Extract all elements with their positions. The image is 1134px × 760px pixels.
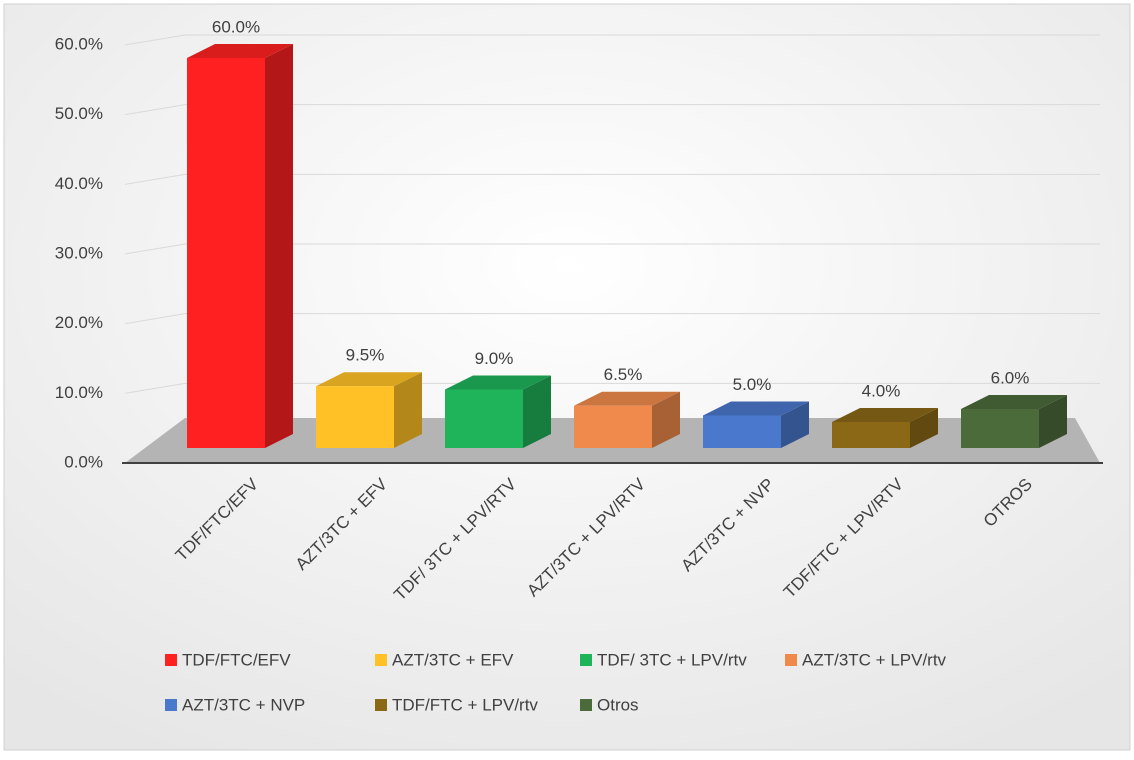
y-tick-label: 60.0% — [55, 34, 103, 53]
data-label: 4.0% — [862, 381, 901, 400]
bar-side — [1039, 395, 1067, 448]
grid-line — [124, 243, 1100, 255]
legend-label: TDF/FTC + LPV/rtv — [392, 695, 538, 714]
bar-front — [187, 58, 265, 448]
bar — [832, 408, 938, 448]
legend-label: AZT/3TC + EFV — [392, 650, 514, 669]
legend-swatch — [580, 654, 592, 666]
legend-swatch — [580, 699, 592, 711]
y-tick-label: 10.0% — [55, 383, 103, 402]
bar-front — [703, 415, 781, 448]
bar-side — [781, 401, 809, 448]
y-tick-label: 40.0% — [55, 174, 103, 193]
legend-swatch — [165, 654, 177, 666]
bar-side — [910, 408, 938, 448]
bar-front — [574, 405, 652, 448]
data-label: 9.5% — [346, 346, 385, 365]
bar-front — [832, 422, 910, 448]
y-tick-label: 30.0% — [55, 243, 103, 262]
bar-top — [574, 391, 680, 406]
legend-swatch — [375, 699, 387, 711]
data-label: 60.0% — [212, 17, 260, 36]
y-tick-label: 0.0% — [64, 452, 103, 471]
y-tick-label: 20.0% — [55, 313, 103, 332]
legend-swatch — [165, 699, 177, 711]
bar — [961, 395, 1067, 448]
data-label: 6.0% — [991, 368, 1030, 387]
legend-swatch — [375, 654, 387, 666]
data-label: 9.0% — [475, 349, 514, 368]
bar-top — [187, 44, 293, 58]
bar-top — [703, 401, 809, 416]
bar-side — [265, 44, 293, 448]
grid-line — [124, 104, 1100, 116]
legend-label: Otros — [597, 695, 639, 714]
grid-line — [124, 34, 1100, 46]
bar-top — [445, 375, 551, 390]
legend-swatch — [785, 654, 797, 666]
bar-side — [394, 372, 422, 448]
bar — [574, 391, 680, 448]
bar-side — [652, 391, 680, 448]
bar — [445, 375, 551, 448]
data-label: 6.5% — [604, 365, 643, 384]
bar-top — [832, 408, 938, 422]
grid-line — [124, 382, 1100, 394]
bar-front — [316, 386, 394, 448]
legend-label: AZT/3TC + LPV/rtv — [802, 650, 947, 669]
bar-front — [445, 389, 523, 448]
bar-top — [316, 372, 422, 387]
grid-line — [124, 313, 1100, 325]
legend-label: TDF/FTC/EFV — [182, 650, 291, 669]
bar-top — [961, 395, 1067, 409]
background — [3, 3, 1131, 751]
data-label: 5.0% — [733, 375, 772, 394]
bar — [187, 44, 293, 448]
bar — [703, 401, 809, 448]
bar-side — [523, 375, 551, 448]
legend-label: TDF/ 3TC + LPV/rtv — [597, 650, 747, 669]
bar — [316, 372, 422, 448]
bar-front — [961, 409, 1039, 448]
y-tick-label: 50.0% — [55, 104, 103, 123]
legend-label: AZT/3TC + NVP — [182, 695, 305, 714]
grid-line — [124, 173, 1100, 185]
